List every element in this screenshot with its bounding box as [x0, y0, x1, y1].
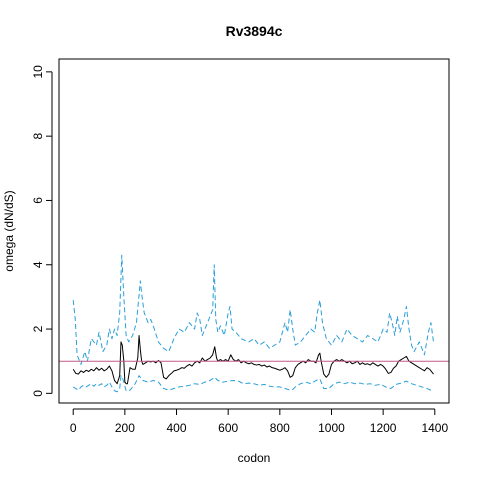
x-tick-label: 800 [270, 421, 290, 435]
series-layer [72, 254, 434, 393]
plot-frame [58, 58, 450, 404]
series-line-lower-bound [72, 375, 434, 393]
chart-title: Rv3894c [226, 23, 283, 39]
y-tick-label: 0 [31, 390, 45, 397]
series-line-estimate [72, 334, 434, 385]
y-tick-label: 6 [31, 197, 45, 204]
x-axis: 0 200 400 600 800 1000 1200 1400 [70, 408, 448, 435]
y-tick-label: 8 [31, 133, 45, 140]
y-tick-label: 4 [31, 261, 45, 268]
y-axis-label: omega (dN/dS) [2, 190, 16, 271]
x-axis-label: codon [238, 451, 271, 465]
x-tick-label: 200 [115, 421, 135, 435]
series-line-upper-bound [72, 254, 434, 365]
x-tick-label: 0 [70, 421, 77, 435]
x-tick-label: 1000 [318, 421, 345, 435]
x-tick-label: 400 [167, 421, 187, 435]
y-axis: 0 2 4 6 8 10 [31, 65, 53, 397]
x-tick-label: 600 [218, 421, 238, 435]
y-tick-label: 2 [31, 325, 45, 332]
x-tick-label: 1200 [370, 421, 397, 435]
x-tick-label: 1400 [421, 421, 448, 435]
y-tick-label: 10 [31, 65, 45, 79]
